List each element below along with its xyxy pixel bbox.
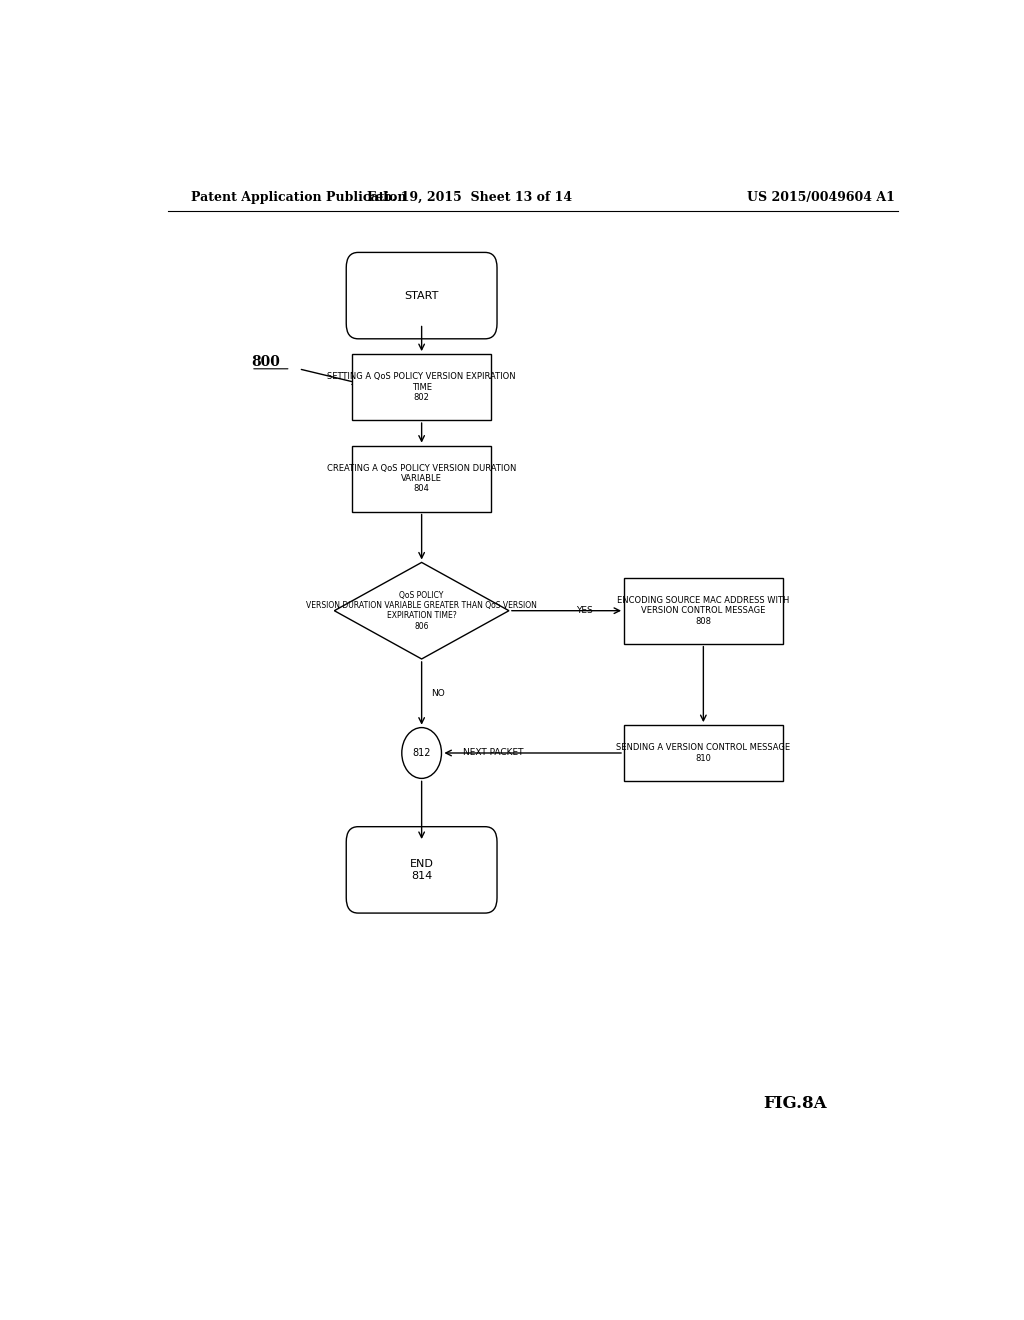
FancyBboxPatch shape bbox=[346, 252, 497, 339]
Text: SETTING A QoS POLICY VERSION EXPIRATION
TIME
802: SETTING A QoS POLICY VERSION EXPIRATION … bbox=[328, 372, 516, 403]
Polygon shape bbox=[334, 562, 509, 659]
Text: CREATING A QoS POLICY VERSION DURATION
VARIABLE
804: CREATING A QoS POLICY VERSION DURATION V… bbox=[327, 463, 516, 494]
Text: SENDING A VERSION CONTROL MESSAGE
810: SENDING A VERSION CONTROL MESSAGE 810 bbox=[616, 743, 791, 763]
Text: START: START bbox=[404, 290, 439, 301]
Text: END
814: END 814 bbox=[410, 859, 433, 880]
FancyBboxPatch shape bbox=[624, 725, 782, 781]
Text: 800: 800 bbox=[251, 355, 280, 368]
Text: FIG.8A: FIG.8A bbox=[763, 1096, 826, 1113]
Text: US 2015/0049604 A1: US 2015/0049604 A1 bbox=[748, 190, 895, 203]
Text: NEXT PACKET: NEXT PACKET bbox=[463, 748, 523, 758]
Text: YES: YES bbox=[575, 606, 593, 615]
Text: 812: 812 bbox=[413, 748, 431, 758]
FancyBboxPatch shape bbox=[352, 354, 492, 420]
FancyBboxPatch shape bbox=[624, 578, 782, 644]
Text: QoS POLICY
VERSION DURATION VARIABLE GREATER THAN QoS VERSION
EXPIRATION TIME?
8: QoS POLICY VERSION DURATION VARIABLE GRE… bbox=[306, 590, 537, 631]
Circle shape bbox=[401, 727, 441, 779]
Text: Patent Application Publication: Patent Application Publication bbox=[191, 190, 407, 203]
Text: Feb. 19, 2015  Sheet 13 of 14: Feb. 19, 2015 Sheet 13 of 14 bbox=[367, 190, 571, 203]
Text: NO: NO bbox=[431, 689, 444, 698]
Text: ENCODING SOURCE MAC ADDRESS WITH
VERSION CONTROL MESSAGE
808: ENCODING SOURCE MAC ADDRESS WITH VERSION… bbox=[617, 595, 790, 626]
FancyBboxPatch shape bbox=[346, 826, 497, 913]
FancyBboxPatch shape bbox=[352, 446, 492, 512]
